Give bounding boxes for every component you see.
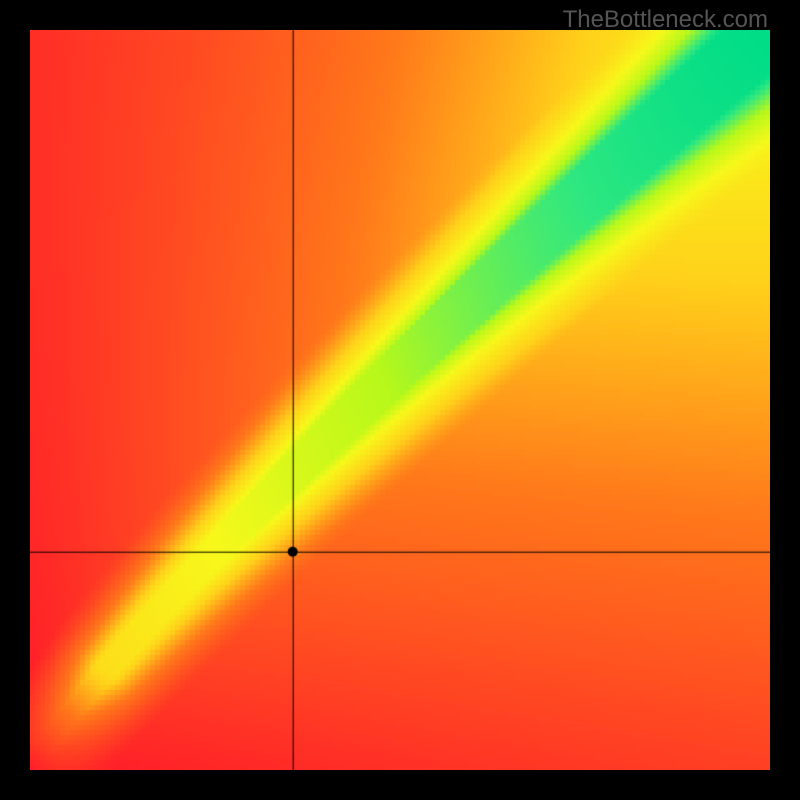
chart-container: TheBottleneck.com	[0, 0, 800, 800]
watermark-text: TheBottleneck.com	[563, 6, 768, 34]
bottleneck-heatmap	[30, 30, 770, 770]
